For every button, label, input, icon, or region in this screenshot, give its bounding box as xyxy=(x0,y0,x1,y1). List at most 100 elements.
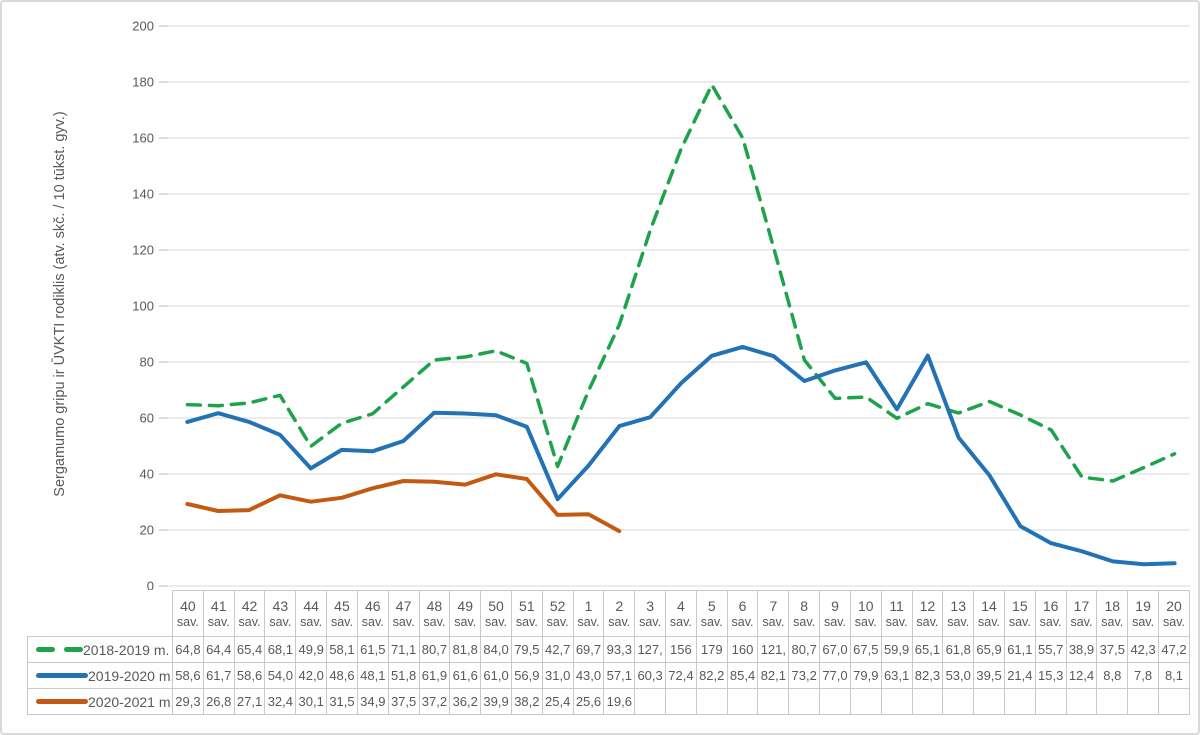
value-cell xyxy=(1096,688,1129,715)
legend-cell: 2018-2019 m. xyxy=(27,636,173,663)
value-cell: 30,1 xyxy=(295,688,328,715)
week-number: 3 xyxy=(646,597,654,614)
week-number: 13 xyxy=(950,597,966,614)
value-cell xyxy=(911,688,944,715)
value-cell: 77,0 xyxy=(819,662,851,689)
line-chart: Sergamumo gripu ir ŪVKTI rodiklis (atv. … xyxy=(52,19,1190,591)
value-cell xyxy=(942,688,975,715)
value-cell: 7,8 xyxy=(1127,662,1159,689)
week-suffix: sav. xyxy=(515,615,538,630)
value-cell: 34,9 xyxy=(356,688,389,715)
week-suffix: sav. xyxy=(577,615,600,630)
week-number: 44 xyxy=(303,597,319,614)
value-cell: 39,5 xyxy=(973,662,1005,689)
week-number: 10 xyxy=(857,597,874,614)
week-number: 6 xyxy=(738,597,747,614)
value-cell xyxy=(1127,688,1159,715)
week-header-cell: 15 sav. xyxy=(1003,590,1036,637)
gridlines-group xyxy=(159,25,1190,587)
week-number: 14 xyxy=(981,597,997,614)
series-lines-group xyxy=(185,83,1177,567)
week-header-cell: 19 sav. xyxy=(1127,590,1159,637)
week-suffix: sav. xyxy=(361,615,384,630)
value-cell xyxy=(973,688,1005,715)
week-suffix: sav. xyxy=(207,615,230,630)
week-header-cell: 7 sav. xyxy=(757,590,790,637)
value-cell: 55,7 xyxy=(1034,636,1067,663)
value-cell: 48,6 xyxy=(326,662,358,689)
value-cell: 61,0 xyxy=(480,662,512,689)
week-suffix: sav. xyxy=(639,615,662,630)
week-number: 41 xyxy=(210,597,227,614)
y-tick-labels-group: 0 20 40 60 80 100 120 140 160 180 200 xyxy=(132,19,154,591)
value-cell: 15,3 xyxy=(1034,662,1067,689)
week-header-cell: 5 sav. xyxy=(695,590,728,637)
y-tick-label: 120 xyxy=(132,243,154,258)
week-header-cell: 50 sav. xyxy=(480,590,512,637)
legend-swatch-icon xyxy=(36,699,88,704)
value-cell: 81,8 xyxy=(449,636,482,663)
week-header-cell: 1 sav. xyxy=(572,590,605,637)
value-cell xyxy=(1065,688,1098,715)
week-header-cell: 51 sav. xyxy=(510,590,543,637)
value-cell xyxy=(1003,688,1036,715)
week-header-cell: 8 sav. xyxy=(788,590,821,637)
value-cell: 8,1 xyxy=(1158,662,1190,689)
value-cell xyxy=(880,688,913,715)
value-cell: 63,1 xyxy=(880,662,913,689)
value-cell: 73,2 xyxy=(788,662,821,689)
week-number: 47 xyxy=(395,597,412,614)
week-suffix: sav. xyxy=(885,615,908,630)
legend-label: 2020-2021 m. xyxy=(88,693,173,710)
legend-label: 2019-2020 m. xyxy=(88,667,173,684)
value-cell: 29,3 xyxy=(172,688,204,715)
y-tick-label: 200 xyxy=(132,19,154,34)
week-suffix: sav. xyxy=(1070,615,1093,630)
legend-swatch-icon xyxy=(36,647,83,652)
week-header-cell: 44 sav. xyxy=(295,590,328,637)
week-suffix: sav. xyxy=(669,615,692,630)
y-tick-label: 80 xyxy=(140,355,154,370)
value-cell: 59,9 xyxy=(880,636,913,663)
week-header-cell: 40 sav. xyxy=(172,590,204,637)
value-cell: 37,5 xyxy=(1096,636,1129,663)
value-cell: 53,0 xyxy=(942,662,975,689)
week-header-cell: 52 sav. xyxy=(541,590,574,637)
value-cell: 43,0 xyxy=(572,662,605,689)
week-header-cell: 16 sav. xyxy=(1034,590,1067,637)
week-header-cell: 17 sav. xyxy=(1065,590,1098,637)
value-cell: 82,2 xyxy=(695,662,728,689)
value-cell: 82,1 xyxy=(757,662,790,689)
value-cell: 25,4 xyxy=(541,688,574,715)
value-cell: 58,6 xyxy=(233,662,266,689)
value-cell: 61,8 xyxy=(942,636,975,663)
value-cell: 47,2 xyxy=(1158,636,1190,663)
legend-swatch-icon xyxy=(36,673,88,678)
value-cell: 179 xyxy=(695,636,728,663)
y-tick-label: 140 xyxy=(132,187,154,202)
week-header-cell: 10 sav. xyxy=(849,590,882,637)
week-header-cell: 20 sav. xyxy=(1158,590,1190,637)
week-number: 8 xyxy=(800,597,809,614)
value-cell: 19,6 xyxy=(603,688,636,715)
week-suffix: sav. xyxy=(854,615,877,630)
value-cell: 69,7 xyxy=(572,636,605,663)
value-cell: 25,6 xyxy=(572,688,605,715)
value-cell xyxy=(819,688,851,715)
week-number: 40 xyxy=(180,597,196,614)
week-number: 43 xyxy=(272,597,289,614)
value-cell: 31,5 xyxy=(326,688,358,715)
week-suffix: sav. xyxy=(1039,615,1062,630)
week-number: 12 xyxy=(919,597,936,614)
week-header-cell: 45 sav. xyxy=(326,590,358,637)
week-suffix: sav. xyxy=(454,615,477,630)
week-header-cell: 42 sav. xyxy=(233,590,266,637)
y-tick-label: 0 xyxy=(147,579,154,591)
week-suffix: sav. xyxy=(1008,615,1031,630)
value-cell: 8,8 xyxy=(1096,662,1129,689)
value-cell: 160 xyxy=(726,636,759,663)
value-cell: 26,8 xyxy=(202,688,235,715)
y-tick-label: 40 xyxy=(140,467,154,482)
week-number: 18 xyxy=(1104,597,1121,614)
